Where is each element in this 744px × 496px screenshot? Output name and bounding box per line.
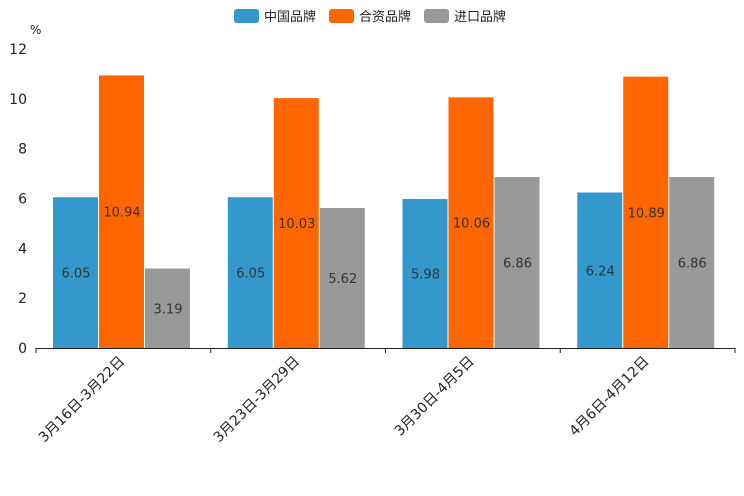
bar-value-label: 10.03	[278, 217, 315, 232]
bar-合资品牌-4月6日-4月12日	[623, 76, 669, 348]
bar-进口品牌-3月23日-3月29日	[319, 207, 365, 348]
bar-value-label: 6.86	[503, 257, 532, 272]
y-tick-label: 12	[9, 42, 27, 58]
bar-value-label: 6.86	[678, 257, 707, 272]
bar-合资品牌-3月23日-3月29日	[273, 98, 319, 348]
bar-中国品牌-3月30日-4月5日	[402, 198, 448, 348]
legend: 中国品牌 合资品牌 进口品牌	[234, 9, 506, 25]
x-category-label: 3月30日-4月5日	[392, 354, 478, 440]
bar-value-label: 5.62	[328, 272, 357, 287]
y-axis: 0 2 4 6 8 10 12	[9, 42, 27, 357]
y-tick-label: 2	[18, 291, 27, 307]
bars: 6.05 10.94 3.19 6.05 10.03 5.62 5.98 10.06 6.86 6…	[53, 75, 715, 348]
y-tick-label: 8	[18, 142, 27, 158]
bar-合资品牌-3月16日-3月22日	[99, 75, 144, 348]
y-tick-label: 6	[18, 192, 27, 208]
legend-label: 合资品牌	[359, 9, 411, 25]
bar-中国品牌-3月16日-3月22日	[53, 197, 98, 348]
bar-value-label: 6.24	[586, 264, 615, 279]
x-category-label: 4月6日-4月12日	[566, 354, 652, 440]
legend-swatch	[234, 9, 259, 23]
x-category-label: 3月23日-3月29日	[211, 354, 303, 446]
bar-value-label: 10.89	[628, 206, 665, 221]
bar-value-label: 6.05	[62, 267, 91, 282]
y-tick-label: 4	[18, 241, 27, 257]
bar-value-label: 10.94	[103, 206, 140, 221]
legend-label: 中国品牌	[264, 9, 316, 25]
bar-进口品牌-3月16日-3月22日	[145, 268, 190, 348]
legend-label: 进口品牌	[454, 9, 506, 25]
bar-中国品牌-3月23日-3月29日	[227, 197, 273, 348]
bar-进口品牌-3月30日-4月5日	[494, 177, 540, 348]
bar-value-label: 3.19	[154, 302, 183, 317]
y-axis-unit-label: %	[30, 23, 41, 37]
bar-进口品牌-4月6日-4月12日	[669, 177, 715, 348]
legend-swatch	[329, 9, 354, 23]
bar-中国品牌-4月6日-4月12日	[577, 192, 623, 348]
legend-swatch	[424, 9, 449, 23]
y-tick-label: 10	[9, 92, 27, 108]
bar-value-label: 10.06	[453, 217, 490, 232]
bar-value-label: 5.98	[411, 267, 440, 282]
bar-合资品牌-3月30日-4月5日	[448, 97, 494, 348]
y-tick-label: 0	[18, 341, 27, 357]
bar-value-label: 6.05	[236, 267, 265, 282]
x-axis: 3月16日-3月22日 3月23日-3月29日 3月30日-4月5日 4月6日-4月1…	[35, 348, 736, 446]
x-category-label: 3月16日-3月22日	[36, 354, 128, 446]
